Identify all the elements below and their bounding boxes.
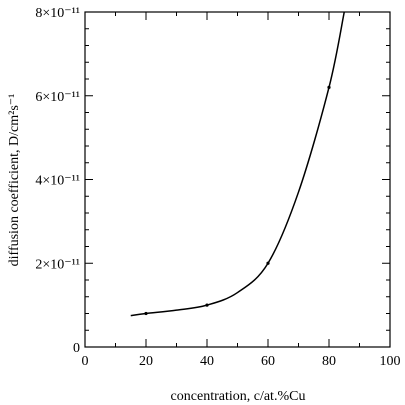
y-tick-label: 4×10⁻¹¹: [35, 174, 80, 189]
data-point: [205, 303, 209, 307]
y-tick-label: 8×10⁻¹¹: [35, 6, 80, 21]
x-tick-label: 60: [261, 354, 275, 369]
data-markers: [144, 85, 331, 316]
x-tick-label: 0: [82, 354, 89, 369]
y-axis-label: diffusion coefficient, D/cm²s⁻¹: [7, 94, 22, 267]
series-line: [130, 11, 345, 317]
data-point: [144, 311, 148, 316]
x-tick-label: 20: [139, 354, 153, 369]
y-tick-label: 0: [73, 341, 80, 356]
x-tick-labels: 0 20 40 60 80 100: [82, 354, 401, 369]
y-tick-labels: 0 2×10⁻¹¹ 4×10⁻¹¹ 6×10⁻¹¹ 8×10⁻¹¹: [35, 6, 80, 356]
x-tick-label: 80: [322, 354, 336, 369]
data-point: [266, 261, 270, 265]
x-tick-label: 40: [200, 354, 214, 369]
y-tick-label: 2×10⁻¹¹: [35, 257, 80, 272]
data-point: [327, 85, 331, 89]
x-tick-label: 100: [380, 354, 401, 369]
y-tick-label: 6×10⁻¹¹: [35, 90, 80, 105]
x-axis-label: concentration, c/at.%Cu: [171, 389, 306, 404]
tick-marks: [84, 11, 391, 348]
plot-frame: [84, 11, 391, 348]
